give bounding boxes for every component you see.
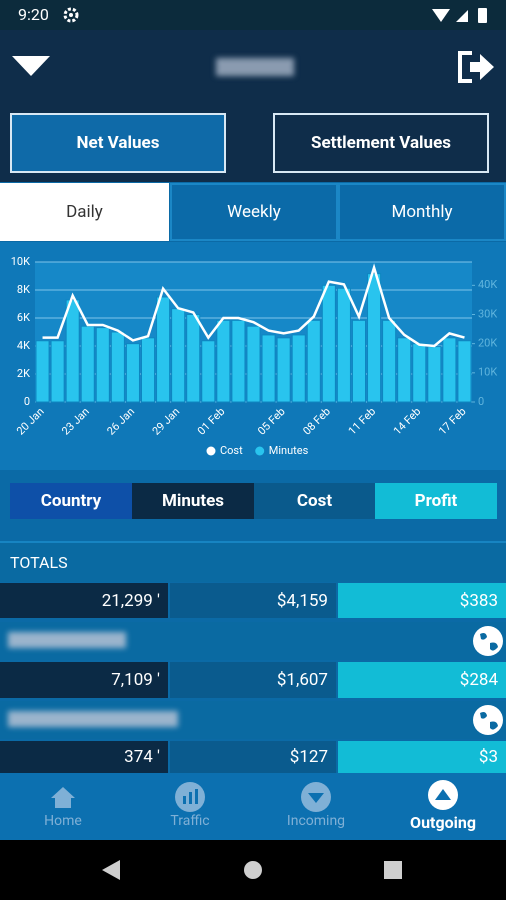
y-tick-label: 4K [17,339,30,352]
bar [110,331,125,403]
status-bar: 9:20 [0,0,506,30]
system-buttons [102,860,402,880]
bottom-nav: Home Traffic Incoming Outgoing [0,773,506,840]
y2-tick-label: 0 [478,395,484,408]
outgoing-tab[interactable]: Outgoing [410,813,476,832]
globe-icon [473,626,503,656]
minutes-cell: 374 ' [0,741,168,773]
minutes-cell: 7,109 ' [0,662,168,698]
daily-tab[interactable]: Daily [0,183,169,241]
settlement-values-button[interactable]: Settlement Values [273,113,489,173]
y2-tick-label: 30K [478,307,497,320]
bar [457,340,472,403]
legend-label: Minutes [269,444,309,457]
blurred-country [8,711,178,727]
system-nav [0,840,506,900]
home-icon [51,787,75,808]
legend-label: Cost [220,444,243,457]
bar [397,337,412,403]
bar [427,346,442,403]
bar [276,337,291,403]
country-row[interactable] [0,622,506,660]
traffic-icon [175,782,205,812]
line [42,263,465,348]
bar [336,287,351,403]
bar [246,325,261,403]
monthly-tab[interactable]: Monthly [338,183,506,241]
minutes-cell: 21,299 ' [0,583,168,618]
weekly-tab[interactable]: Weekly [170,183,338,241]
profit-cell: $284 [338,662,506,698]
bar [231,319,246,403]
bar [186,314,201,403]
y-tick-label: 6K [17,311,30,324]
outgoing-icon [428,780,458,810]
bar [156,296,171,403]
legend-marker [255,446,265,456]
bar [442,337,457,403]
header: Net Values Settlement Values [0,30,506,182]
legend-marker [206,446,216,456]
settings-icon [63,7,79,23]
cost-column[interactable]: Cost [254,483,375,519]
bar [367,273,382,403]
bar [261,334,276,403]
blurred-title [216,58,294,76]
bar [412,343,427,403]
cost-cell: $127 [170,741,336,773]
bar [306,319,321,403]
profit-column[interactable]: Profit [375,483,497,519]
blurred-country [8,632,126,648]
y-tick-label: 10K [11,255,30,268]
logout-icon[interactable] [456,50,496,84]
y2-tick-label: 10K [478,366,497,379]
y-tick-label: 2K [17,367,30,380]
bar [291,334,306,403]
home-tab[interactable]: Home [44,813,82,829]
y-tick-label: 8K [17,283,30,296]
dropdown-icon[interactable] [12,56,50,78]
incoming-icon [301,782,331,812]
net-values-button[interactable]: Net Values [10,113,226,173]
totals-label: TOTALS [0,541,506,582]
country-column[interactable]: Country [10,483,132,519]
bar [351,319,367,403]
bar [382,319,397,403]
bar [171,308,186,403]
y-tick-label: 0 [24,395,30,408]
minutes-column[interactable]: Minutes [132,483,254,519]
bar [35,340,50,403]
y2-tick-label: 40K [478,278,497,291]
profit-cell: $383 [338,583,506,618]
bar [80,325,95,403]
bar [125,343,140,403]
bar [140,337,156,403]
globe-icon [473,705,503,735]
bar [321,284,336,403]
bar [201,340,216,403]
cost-cell: $4,159 [170,583,336,618]
cost-cell: $1,607 [170,662,336,698]
profit-cell: $3 [338,741,506,773]
traffic-tab[interactable]: Traffic [170,813,210,829]
bar [95,327,110,403]
country-row[interactable] [0,701,506,739]
bar [50,340,65,403]
bar [216,319,231,403]
bar [65,299,80,403]
incoming-tab[interactable]: Incoming [286,813,346,829]
status-icons [432,8,487,23]
y2-tick-label: 20K [478,337,497,350]
time: 9:20 [18,5,49,24]
